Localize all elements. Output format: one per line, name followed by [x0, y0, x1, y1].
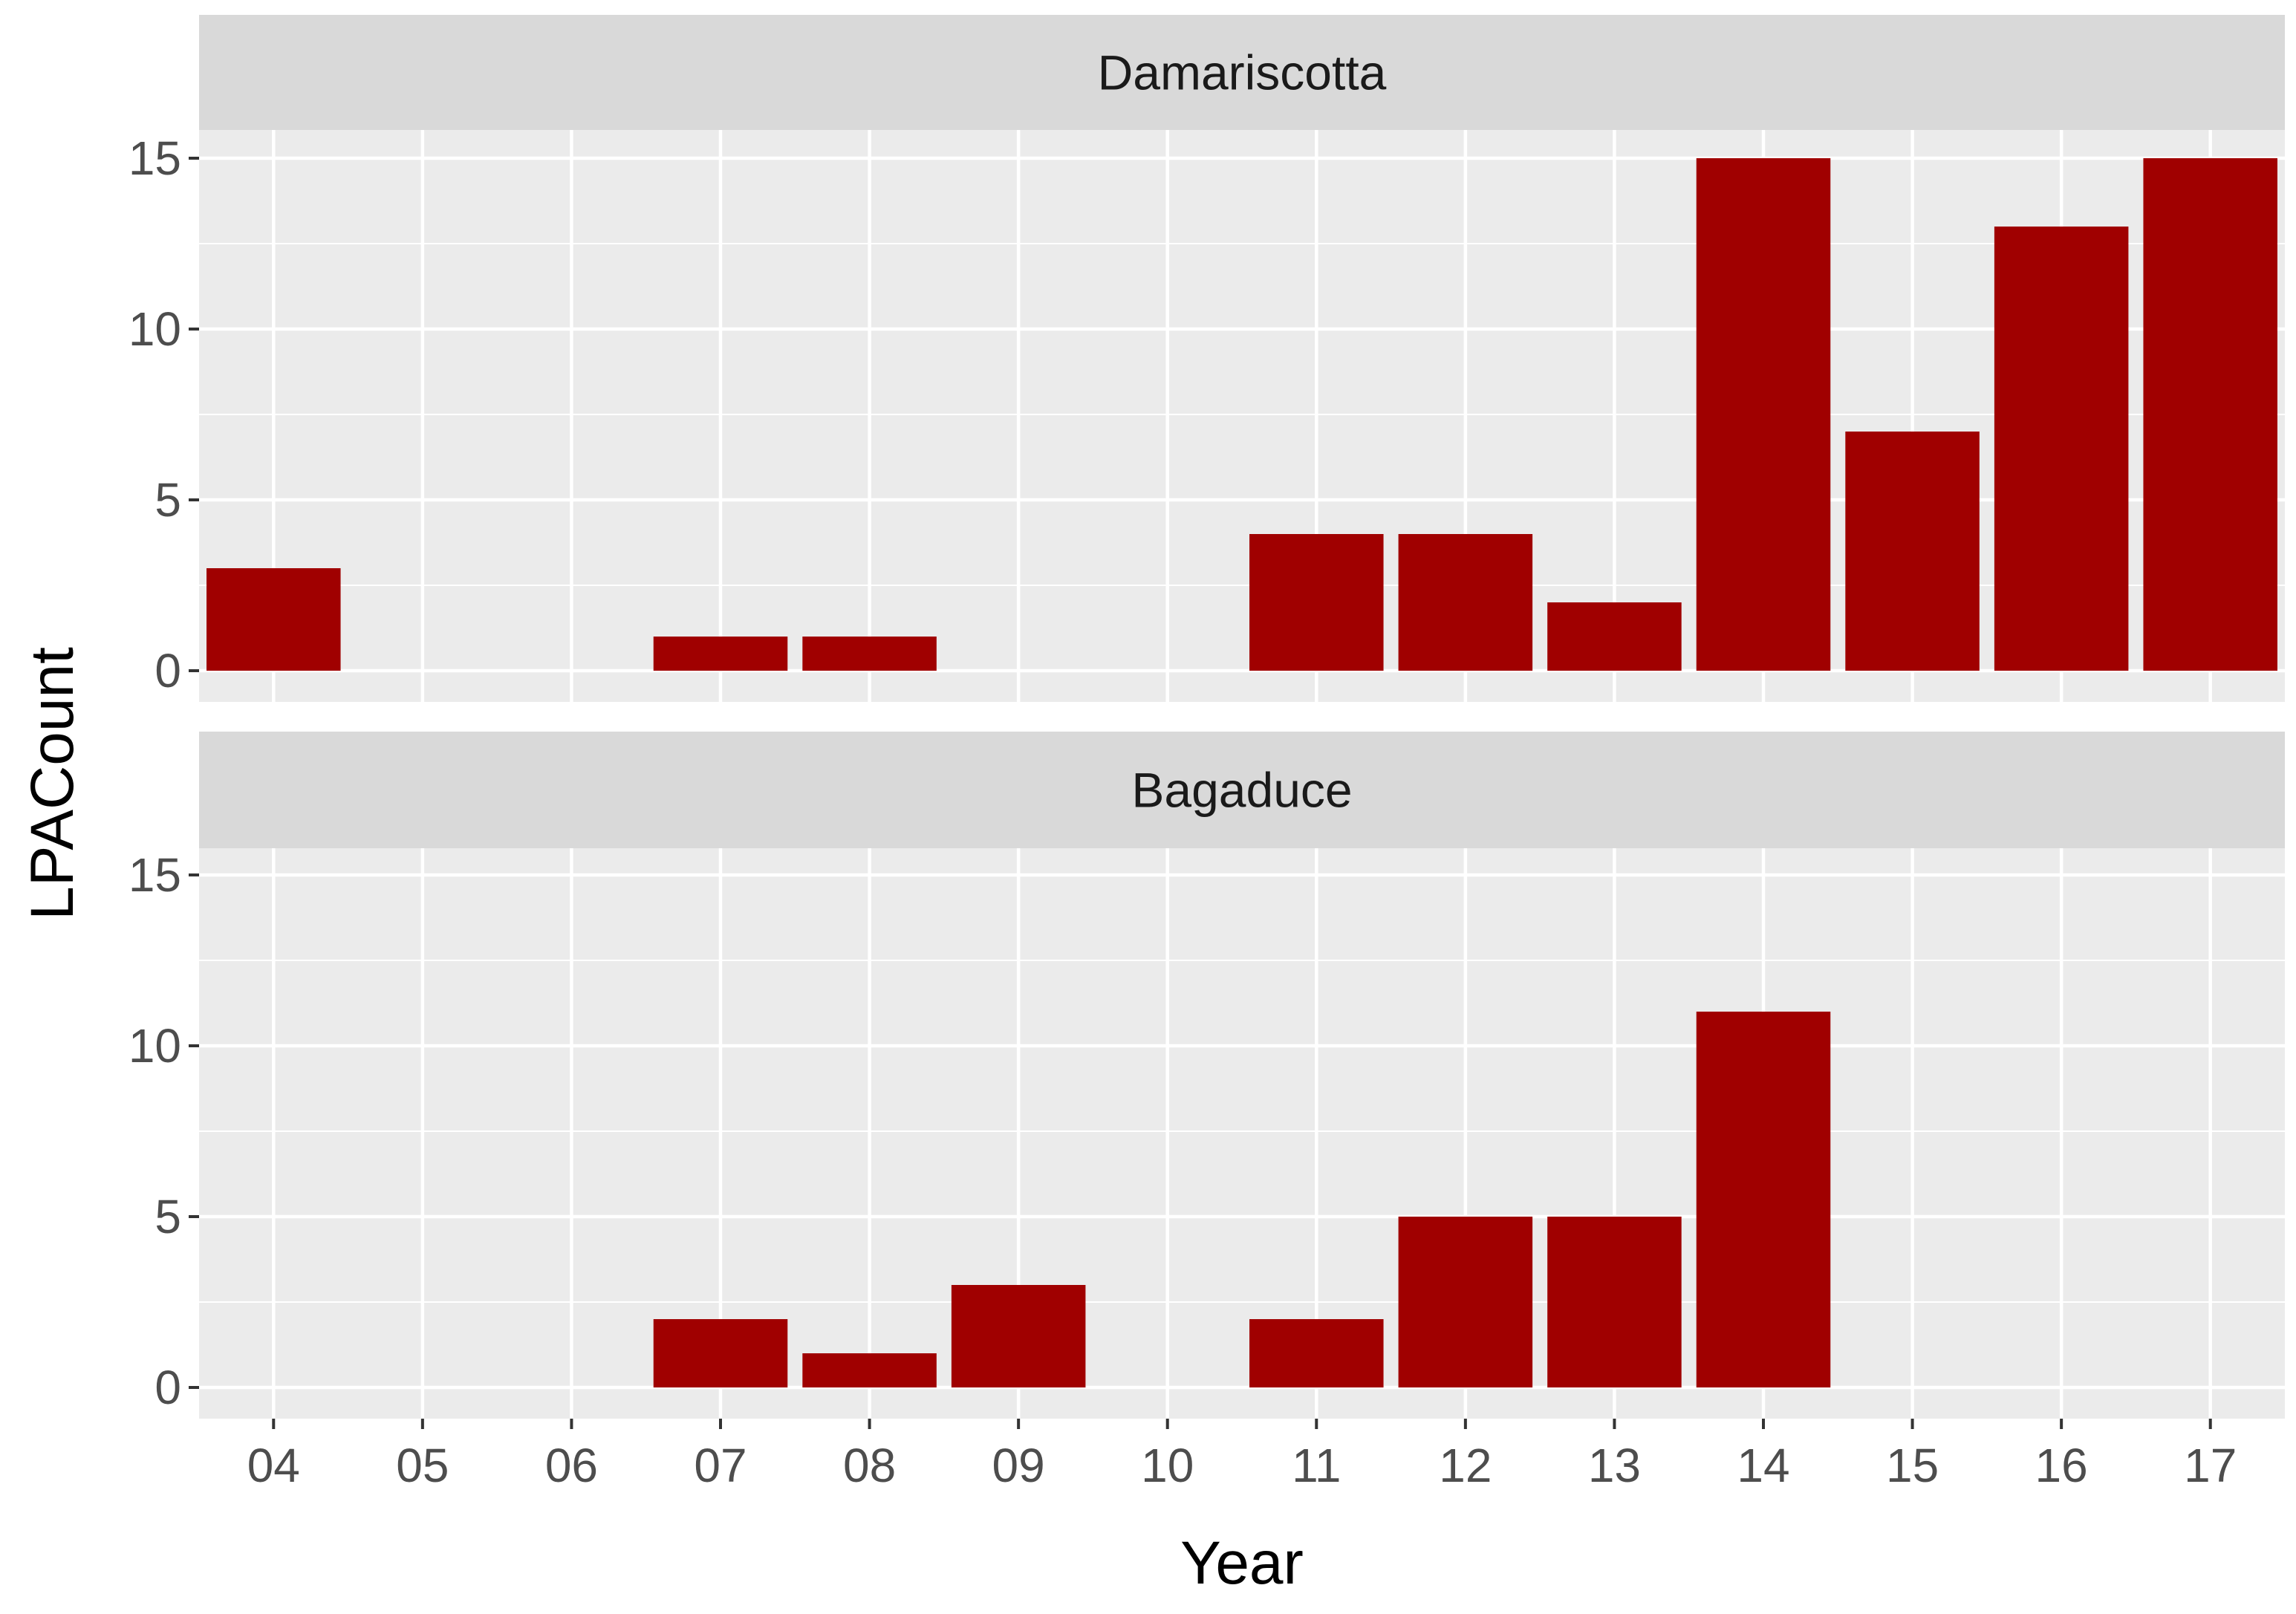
x-tick-label: 08: [843, 1439, 896, 1492]
y-tick-label: 10: [129, 302, 181, 356]
facet-panels: Damariscotta 0 5 10 15 Bagaduce 0 5 10 15: [129, 15, 2285, 1419]
y-tick-label: 10: [129, 1019, 181, 1073]
bar-damariscotta-13: [1547, 602, 1682, 671]
x-tick-label: 09: [992, 1439, 1045, 1492]
bar-damariscotta-12: [1398, 534, 1533, 671]
bar-damariscotta-14: [1696, 158, 1831, 671]
x-axis-title: Year: [1180, 1529, 1304, 1597]
facet-panel-damariscotta: Damariscotta 0 5 10 15: [129, 15, 2285, 702]
y-tick-label: 5: [155, 473, 181, 527]
x-tick-label: 14: [1737, 1439, 1789, 1492]
bar-bagaduce-08: [802, 1353, 937, 1387]
bar-damariscotta-16: [1994, 227, 2129, 671]
y-tick-label: 15: [129, 131, 181, 185]
facet-strip-label: Bagaduce: [1131, 763, 1352, 818]
y-tick-label: 15: [129, 848, 181, 902]
x-tick-label: 04: [247, 1439, 300, 1492]
y-tick-label: 0: [155, 1361, 181, 1414]
y-tick-label: 5: [155, 1190, 181, 1243]
bar-damariscotta-15: [1845, 432, 1980, 671]
facet-strip: [199, 15, 2285, 130]
bar-damariscotta-17: [2143, 158, 2277, 671]
bar-damariscotta-08: [802, 637, 937, 671]
facet-strip: [199, 732, 2285, 848]
bar-damariscotta-04: [206, 568, 341, 671]
x-tick-label: 16: [2035, 1439, 2088, 1492]
bar-damariscotta-11: [1249, 534, 1384, 671]
x-tick-label: 15: [1886, 1439, 1939, 1492]
x-tick-label: 12: [1439, 1439, 1492, 1492]
x-tick-label: 17: [2184, 1439, 2237, 1492]
y-axis-title: LPACount: [19, 647, 86, 920]
bar-bagaduce-09: [951, 1285, 1086, 1387]
x-tick-label: 07: [694, 1439, 747, 1492]
bar-bagaduce-12: [1398, 1217, 1533, 1387]
x-tick-label: 11: [1292, 1439, 1341, 1492]
x-tick-label: 05: [396, 1439, 449, 1492]
x-tick-label: 06: [545, 1439, 598, 1492]
x-axis: 04 05 06 07 08 09 10 11 12 13 14 15 16 17: [247, 1419, 2237, 1492]
x-tick-label: 10: [1141, 1439, 1194, 1492]
x-tick-label: 13: [1588, 1439, 1641, 1492]
panel-background: [199, 848, 2285, 1419]
y-tick-label: 0: [155, 644, 181, 697]
facet-panel-bagaduce: Bagaduce 0 5 10 15: [129, 732, 2285, 1419]
bar-bagaduce-11: [1249, 1319, 1384, 1387]
facet-strip-label: Damariscotta: [1098, 45, 1387, 100]
bar-bagaduce-13: [1547, 1217, 1682, 1387]
bar-bagaduce-14: [1696, 1012, 1831, 1387]
bar-bagaduce-07: [653, 1319, 788, 1387]
bar-damariscotta-07: [653, 637, 788, 671]
